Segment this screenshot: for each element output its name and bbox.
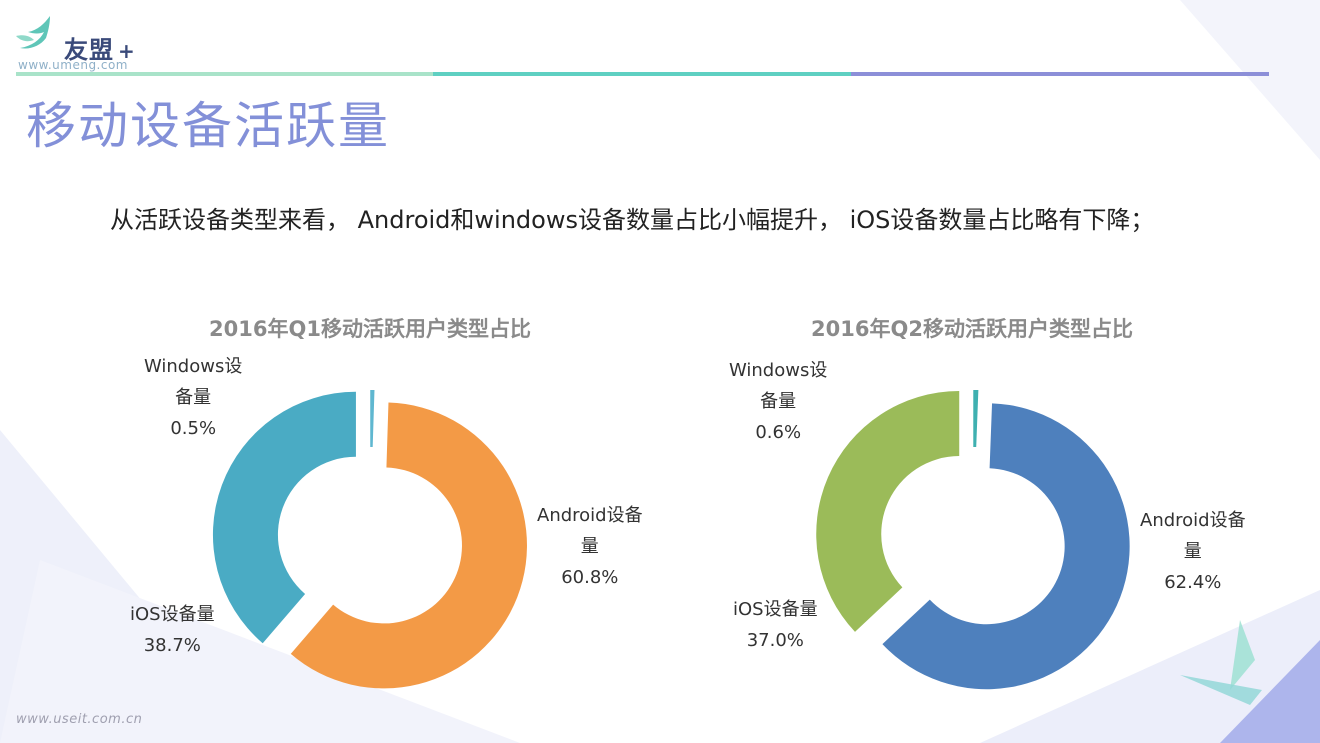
chart2-label-android-line1: Android设备 <box>1140 510 1246 531</box>
footer-watermark-url: www.useit.com.cn <box>16 712 143 727</box>
chart1-label-windows-value: 0.5% <box>170 418 217 439</box>
brand-name: 友盟 + <box>64 30 136 65</box>
chart1-label-android-line2: 量 <box>580 536 599 557</box>
page-subtitle: 从活跃设备类型来看， Android和windows设备数量占比小幅提升， iO… <box>110 206 1155 234</box>
chart2-slice-windows <box>973 390 979 448</box>
chart1-label-ios-line1: iOS设备量 <box>130 604 215 625</box>
chart2-label-android-value: 62.4% <box>1164 572 1222 593</box>
chart2-donut <box>816 390 1130 690</box>
chart2-slice-ios <box>816 391 960 632</box>
chart1-label-android-line1: Android设备 <box>537 505 643 526</box>
deco-triangle-2 <box>1180 675 1262 705</box>
header-divider-segment <box>433 72 851 76</box>
chart1-slice-windows <box>370 390 375 448</box>
chart2-slice-android <box>882 403 1130 690</box>
bird-logo-icon <box>16 16 50 49</box>
chart1-label-windows-line1: Windows设 <box>144 356 243 377</box>
brand-url: www.umeng.com <box>18 58 128 72</box>
header-divider <box>16 72 1269 76</box>
chart1-slice-android <box>290 402 527 689</box>
chart1-label-android-value: 60.8% <box>561 567 619 588</box>
header-divider-segment <box>851 72 1269 76</box>
chart1-donut <box>212 390 527 689</box>
bg-shape-top-right <box>1180 0 1320 160</box>
brand-plus: + <box>118 39 136 63</box>
chart2-label-ios-line1: iOS设备量 <box>733 599 818 620</box>
chart1-label-windows-line2: 备量 <box>175 387 212 408</box>
chart1-label-ios: iOS设备量 38.7% <box>130 599 215 661</box>
chart1-slice-ios <box>212 391 356 644</box>
chart1-title: 2016年Q1移动活跃用户类型占比 <box>209 317 531 341</box>
chart2-label-windows-line1: Windows设 <box>729 360 828 381</box>
chart2-label-android-line2: 量 <box>1183 541 1202 562</box>
deco-triangle-1 <box>1230 620 1255 690</box>
chart2-label-ios-value: 37.0% <box>746 630 804 651</box>
brand-logo[interactable]: 友盟 + www.umeng.com <box>14 14 164 74</box>
brand-name-text: 友盟 <box>64 36 114 64</box>
chart2-label-windows: Windows设 备量 0.6% <box>729 355 827 448</box>
chart2-title: 2016年Q2移动活跃用户类型占比 <box>811 317 1133 341</box>
page-title: 移动设备活跃量 <box>26 97 390 155</box>
chart2-label-android: Android设备 量 62.4% <box>1140 505 1246 598</box>
chart1-label-windows: Windows设 备量 0.5% <box>144 351 242 444</box>
bg-shape-left-2 <box>0 560 520 743</box>
chart2-label-ios: iOS设备量 37.0% <box>733 594 818 656</box>
chart1-label-android: Android设备 量 60.8% <box>537 500 643 593</box>
chart1-label-ios-value: 38.7% <box>143 635 201 656</box>
chart2-label-windows-line2: 备量 <box>760 391 797 412</box>
deco-triangle-3 <box>1220 640 1320 743</box>
header-divider-segment <box>16 72 433 76</box>
bg-shape-bottom-right <box>980 590 1320 743</box>
chart2-label-windows-value: 0.6% <box>755 422 802 443</box>
